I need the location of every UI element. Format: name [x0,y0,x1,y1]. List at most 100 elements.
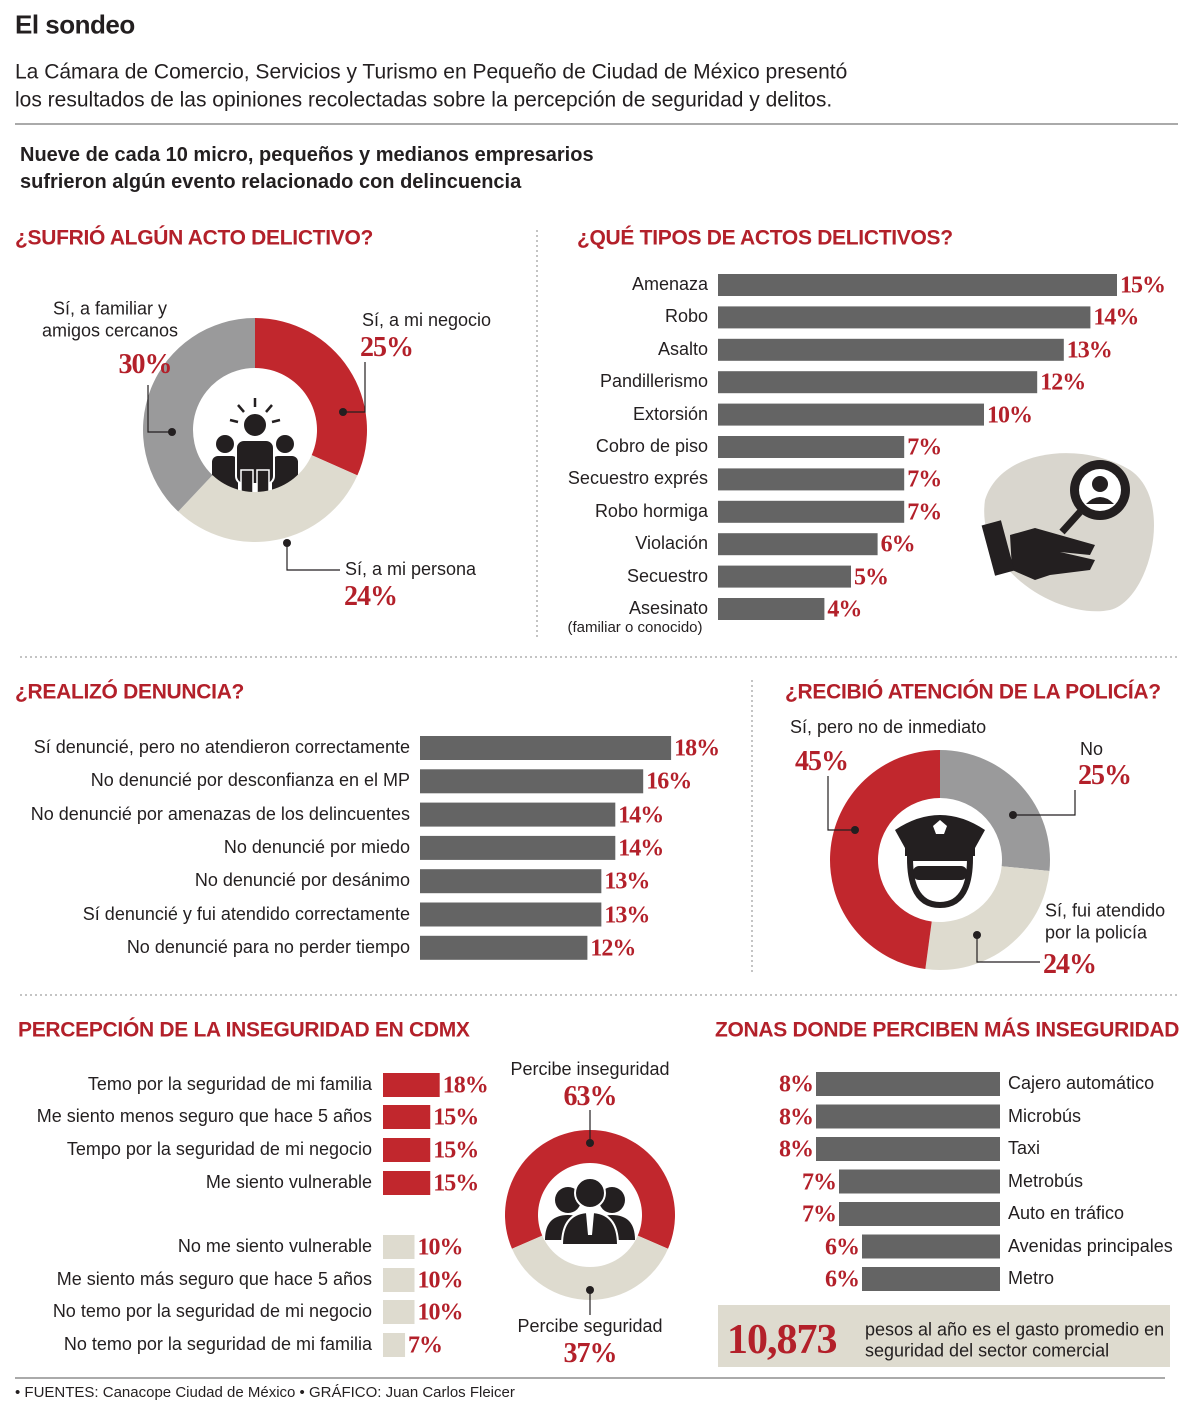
value-label: 13% [604,902,650,929]
value-label: 15% [1120,272,1166,299]
category-label: Temo por la seguridad de mi familia [87,1074,372,1095]
leader-dot [168,428,176,436]
value-label: 6% [880,531,916,558]
bar [718,436,905,458]
bar [839,1169,1000,1194]
leader-dot [586,1286,594,1294]
donut-slice [511,1235,669,1301]
bar [383,1268,415,1292]
leader-line [147,385,172,433]
leader-line [1013,790,1076,816]
bar [718,500,905,523]
callout-figure: 10,873 [727,1316,837,1363]
bar [383,1300,415,1324]
value-label: 25% [1078,760,1132,792]
bar [383,1333,406,1357]
value-label: 8% [779,1136,814,1163]
bar [718,371,1038,394]
slice-label: Sí, a familiar y amigos cercanos [41,298,179,340]
leader-line [827,776,855,831]
donut-slice [830,750,940,970]
slice-label: Sí, a mi negocio [362,310,492,331]
leader-dot [851,826,859,834]
category-label: Secuestro [626,565,708,586]
leader-line [976,935,1040,963]
value-label: 6% [825,1234,860,1261]
bar [718,565,851,588]
leader-dot [1009,811,1017,819]
value-label: 15% [433,1137,479,1164]
bar [718,274,1117,296]
bar [816,1104,1000,1129]
category-label: No denuncié por desconfianza en el MP [90,770,410,791]
chart-title: ¿RECIBIÓ ATENCIÓN DE LA POLICÍA? [785,680,1161,704]
category-label: Violación [635,533,708,554]
category-label: Asalto [657,339,708,359]
value-label: 18% [442,1072,489,1099]
page-title: El sondeo [15,9,135,40]
category-label: No me siento vulnerable [177,1236,372,1257]
leader-dot [283,539,291,547]
category-label: Robo [664,306,708,327]
bar [839,1202,1000,1226]
category-label: Extorsión [632,403,708,424]
value-label: 10% [417,1299,464,1326]
value-label: 30% [118,349,173,381]
category-label: Cobro de piso [595,436,708,457]
leader-dot [973,931,981,939]
bar [862,1234,1000,1259]
category-label: Pandillerismo [599,371,708,392]
value-label: 8% [779,1104,814,1131]
category-label: Sí denuncié y fui atendido correctamente [82,903,410,924]
category-label: No denuncié por miedo [223,837,410,858]
value-label: 14% [1093,304,1139,331]
chart-title: ¿QUÉ TIPOS DE ACTOS DELICTIVOS? [577,226,953,250]
slice-label: Sí, fui atendido por la policía [1045,900,1166,942]
category-label: Amenaza [631,274,708,295]
bar [383,1171,431,1195]
value-label: 13% [604,868,650,895]
bar [718,598,825,620]
intro-line: los resultados de las opiniones recolect… [15,88,833,112]
bar [718,306,1091,329]
police-icon [895,815,985,909]
category-label: No denuncié por desánimo [194,870,410,891]
value-label: 15% [433,1170,479,1197]
bar [383,1073,440,1097]
value-label: 7% [802,1169,837,1196]
category-label: No denuncié para no perder tiempo [126,937,410,957]
category-label: Auto en tráfico [1008,1203,1125,1224]
bar [420,736,672,760]
value-label: 25% [360,332,414,364]
value-label: 12% [1040,369,1086,396]
value-label: 7% [802,1201,837,1228]
value-label: 7% [907,434,942,461]
value-label: 37% [563,1338,618,1370]
donut-slice [142,318,255,512]
chart-title: ZONAS DONDE PERCIBEN MÁS INSEGURIDAD [715,1018,1180,1042]
category-label: Cajero automático [1008,1073,1155,1094]
bar [718,533,878,556]
value-label: 7% [907,466,942,493]
value-label: 6% [825,1266,860,1293]
subtitle-line: sufrieron algún evento relacionado con d… [20,171,522,193]
footer: • FUENTES: Canacope Ciudad de México • G… [15,1384,515,1401]
group-icon [545,1177,635,1246]
value-label: 14% [618,802,664,829]
category-label: Me siento vulnerable [205,1172,372,1193]
bar [718,403,984,426]
bar [862,1267,1000,1291]
value-label: 63% [563,1081,618,1113]
slice-label: Sí, pero no de inmediato [790,717,987,738]
value-label: 24% [344,581,398,613]
slice-label: No [1080,739,1104,760]
callout-box [718,1305,1170,1367]
value-label: 15% [433,1104,479,1131]
value-label: 4% [827,596,862,623]
category-label: Me siento menos seguro que hace 5 años [36,1106,372,1127]
subtitle-line: Nueve de cada 10 micro, pequeños y media… [20,144,594,166]
leader-dot [339,408,347,416]
category-label: Robo hormiga [594,501,708,521]
leader-line [286,543,340,571]
